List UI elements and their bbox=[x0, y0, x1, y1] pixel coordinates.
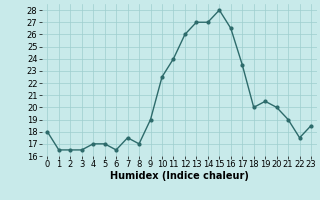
X-axis label: Humidex (Indice chaleur): Humidex (Indice chaleur) bbox=[110, 171, 249, 181]
